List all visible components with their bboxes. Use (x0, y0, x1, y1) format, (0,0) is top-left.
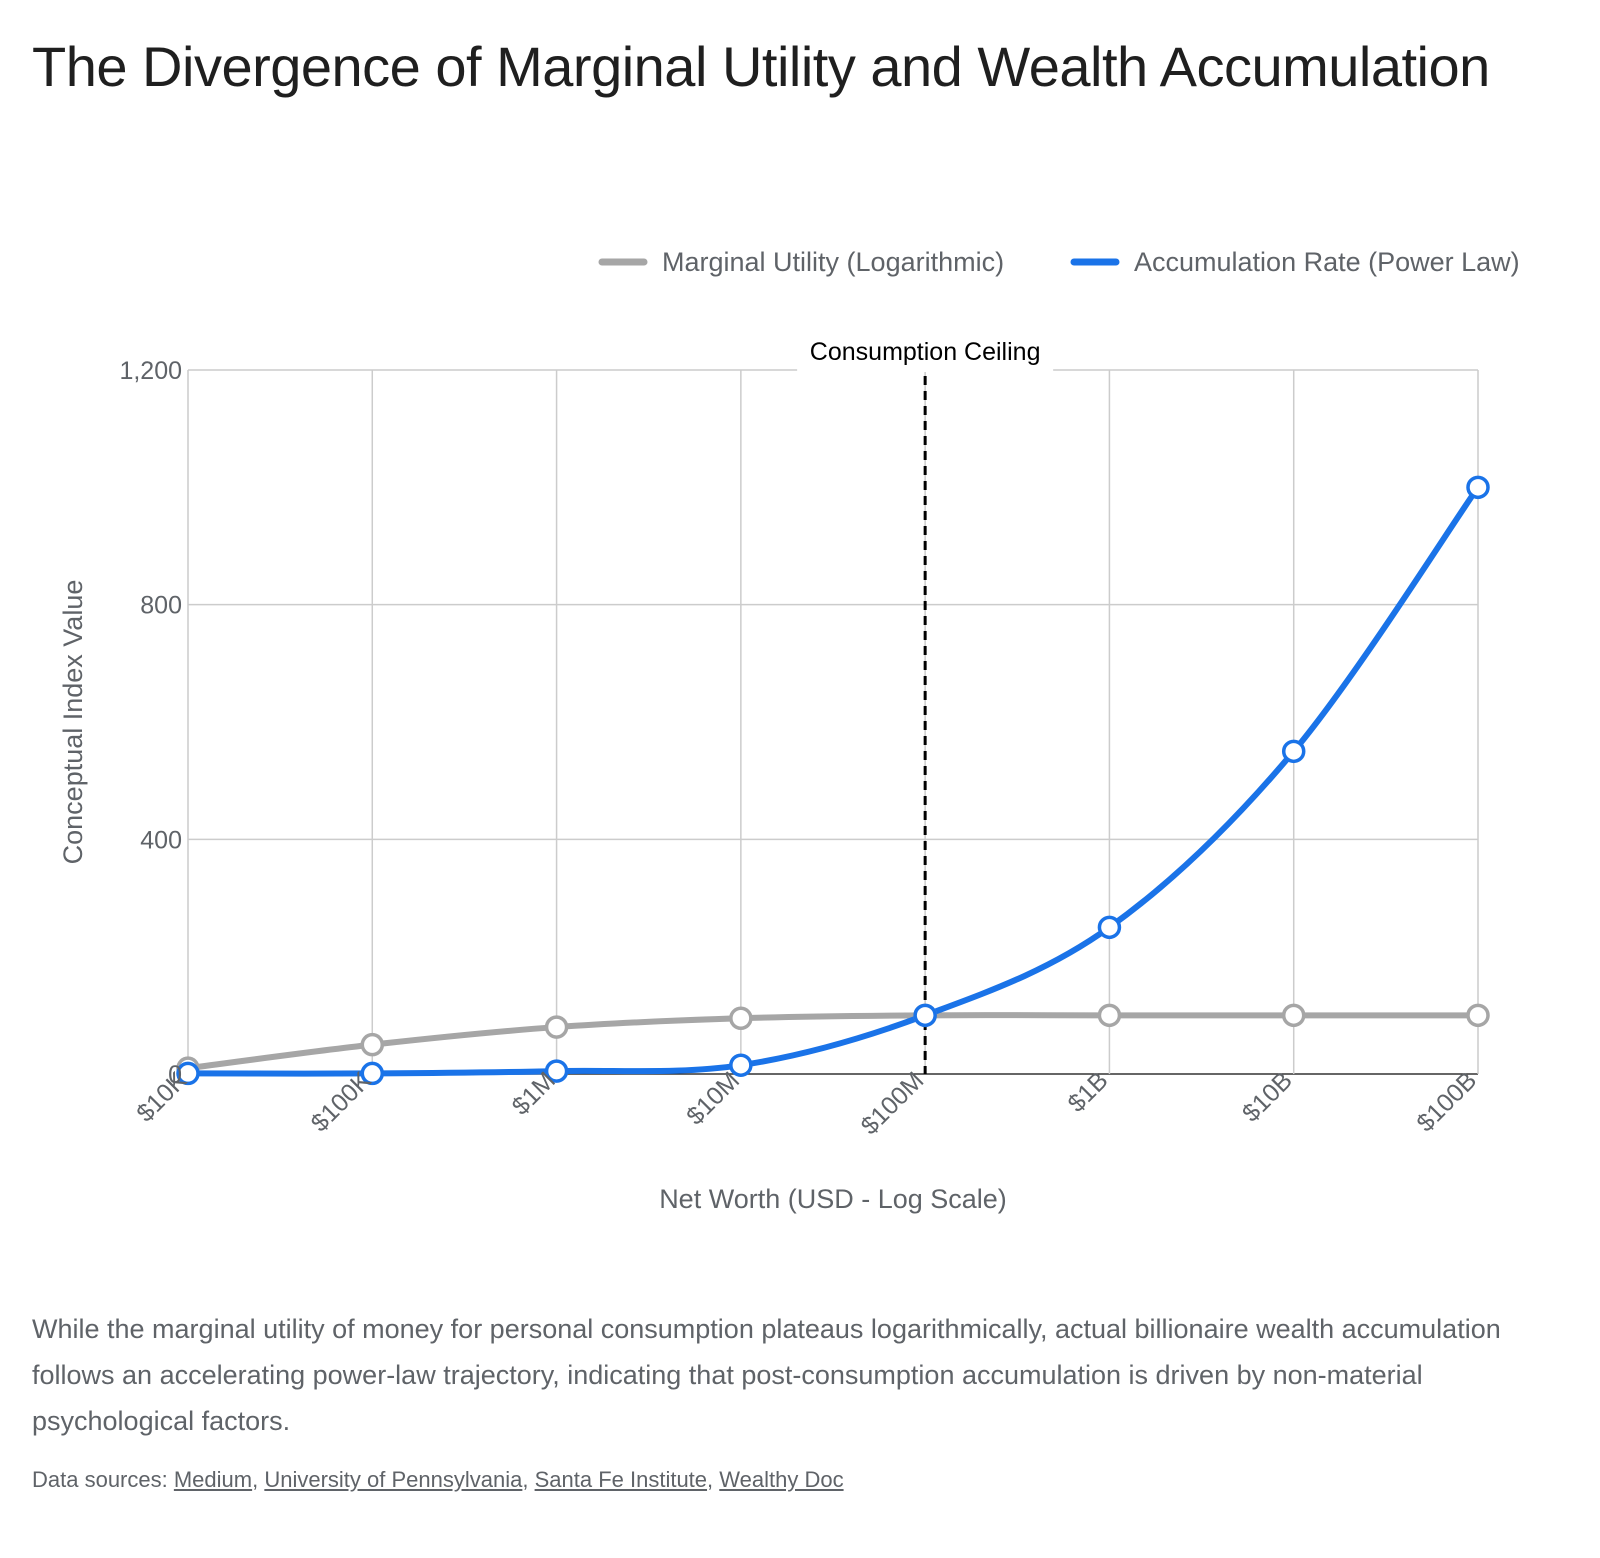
accumulation-rate-line (185, 484, 1481, 1077)
x-tick-label: $100B (1411, 1066, 1482, 1137)
accumulation-rate-point (1097, 915, 1122, 940)
marker-layer (176, 475, 1490, 1086)
accumulation-rate-point (1466, 475, 1490, 500)
y-tick-label: 800 (140, 592, 182, 620)
marginal-utility-legend-label: Marginal Utility (Logarithmic) (662, 247, 1004, 277)
x-tick-label: $10B (1237, 1066, 1298, 1127)
marginal-utility-line (185, 1012, 1481, 1072)
source-link-wealthy-doc[interactable]: Wealthy Doc (719, 1467, 844, 1492)
x-tick-label: $10M (681, 1066, 745, 1130)
marginal-utility-point (544, 1015, 569, 1039)
accumulation-rate-point (913, 1003, 937, 1028)
y-tick-label: 400 (140, 826, 182, 854)
marginal-utility-point (1281, 1003, 1306, 1028)
chart-description: While the marginal utility of money for … (32, 1314, 1501, 1436)
chart-title: The Divergence of Marginal Utility and W… (32, 35, 1490, 98)
source-link-medium[interactable]: Medium (173, 1467, 253, 1492)
x-tick-label: $100M (856, 1066, 930, 1140)
annotation-label: Consumption Ceiling (810, 338, 1041, 366)
x-axis-title: Net Worth (USD - Log Scale) (659, 1184, 1007, 1214)
data-sources: Data sources: Medium, University of Penn… (32, 1467, 844, 1492)
marginal-utility-point (360, 1032, 385, 1057)
accumulation-rate-legend-label: Accumulation Rate (Power Law) (1134, 247, 1520, 277)
y-tick-label: 0 (168, 1061, 182, 1089)
marginal-utility-point (729, 1006, 753, 1031)
sources-prefix: Data sources: (32, 1467, 168, 1492)
annotation-label-bg (797, 334, 1054, 372)
accumulation-rate-point (176, 1061, 200, 1086)
gridlines (187, 369, 1479, 1075)
source-link-upenn[interactable]: University of Pennsylvania (264, 1467, 523, 1492)
source-link-santa-fe[interactable]: Santa Fe Institute (534, 1467, 708, 1492)
accumulation-rate-point (1281, 739, 1306, 764)
accumulation-rate-point (544, 1059, 569, 1083)
x-tick-label: $100K (306, 1066, 377, 1137)
y-tick-label: 1,200 (119, 357, 182, 385)
series-layer (185, 484, 1481, 1077)
marginal-utility-point (1097, 1003, 1122, 1028)
annotation-layer: Consumption Ceiling (797, 334, 1054, 1074)
marginal-utility-point (1466, 1003, 1490, 1028)
accumulation-rate-point (729, 1053, 753, 1077)
accumulation-rate-point (360, 1061, 385, 1086)
y-axis-title: Conceptual Index Value (58, 580, 88, 865)
legend: Marginal Utility (Logarithmic) Accumulati… (598, 247, 1520, 277)
